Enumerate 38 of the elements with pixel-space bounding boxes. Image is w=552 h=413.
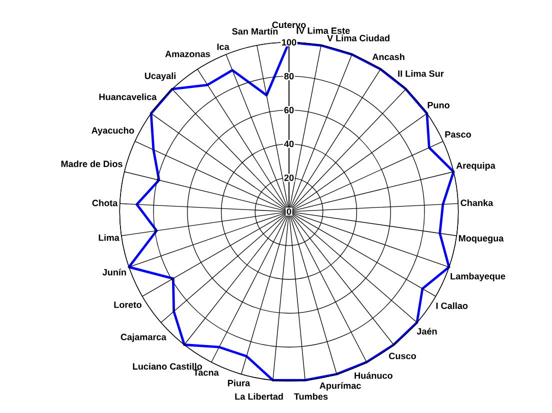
y-tick-label: 80 bbox=[284, 72, 294, 80]
spoke-label: I Callao bbox=[436, 302, 468, 310]
spoke-label: Tumbes bbox=[294, 393, 328, 400]
spoke-label: Puno bbox=[428, 102, 450, 108]
spoke-label: Lambayeque bbox=[450, 272, 506, 282]
spoke-label: Ucayali bbox=[144, 72, 176, 81]
spoke-label: Huánuco bbox=[354, 372, 392, 379]
spoke-label: Chota bbox=[92, 200, 118, 206]
spoke-label: Pasco bbox=[445, 131, 471, 138]
spoke-label: Luciano Castillo bbox=[132, 362, 202, 370]
spoke-label: Loreto bbox=[114, 302, 142, 308]
spoke-label: Ancash bbox=[372, 53, 404, 60]
spoke-label: Apurímac bbox=[320, 382, 361, 391]
spoke-label: Arequipa bbox=[456, 162, 496, 171]
spoke-label: Tacna bbox=[193, 369, 219, 376]
spoke-label: Piura bbox=[228, 380, 250, 386]
spoke-label: Amazonas bbox=[165, 50, 210, 58]
spoke-label: Moquegua bbox=[458, 235, 504, 244]
spoke-label: IV Lima Este bbox=[296, 27, 350, 34]
spoke-label: Cutervo bbox=[272, 22, 306, 28]
spoke-label: Cusco bbox=[389, 352, 416, 360]
spoke-label: Huancavelica bbox=[99, 93, 157, 100]
spoke-label: Ayacucho bbox=[92, 126, 134, 136]
spoke-label: II Lima Sur bbox=[398, 70, 444, 77]
spoke-label: Cajamarca bbox=[120, 334, 166, 342]
y-tick-label: 20 bbox=[284, 174, 294, 181]
spoke-label: V Lima Ciudad bbox=[327, 34, 390, 42]
spoke-label: Madre de Dios bbox=[61, 160, 122, 168]
spoke-label: Ica bbox=[217, 44, 230, 50]
y-tick-label: 0 bbox=[286, 208, 292, 215]
spoke-label: Jaén bbox=[416, 328, 437, 335]
y-tick-label: 40 bbox=[284, 140, 294, 148]
spoke-label: La Libertad bbox=[235, 393, 283, 400]
spoke-label: Lima bbox=[98, 234, 120, 241]
spoke-label: Junín bbox=[102, 268, 126, 276]
y-tick-label: 60 bbox=[284, 106, 294, 114]
spoke-label: Chanka bbox=[460, 199, 494, 206]
spoke-label: San Martín bbox=[232, 28, 278, 35]
